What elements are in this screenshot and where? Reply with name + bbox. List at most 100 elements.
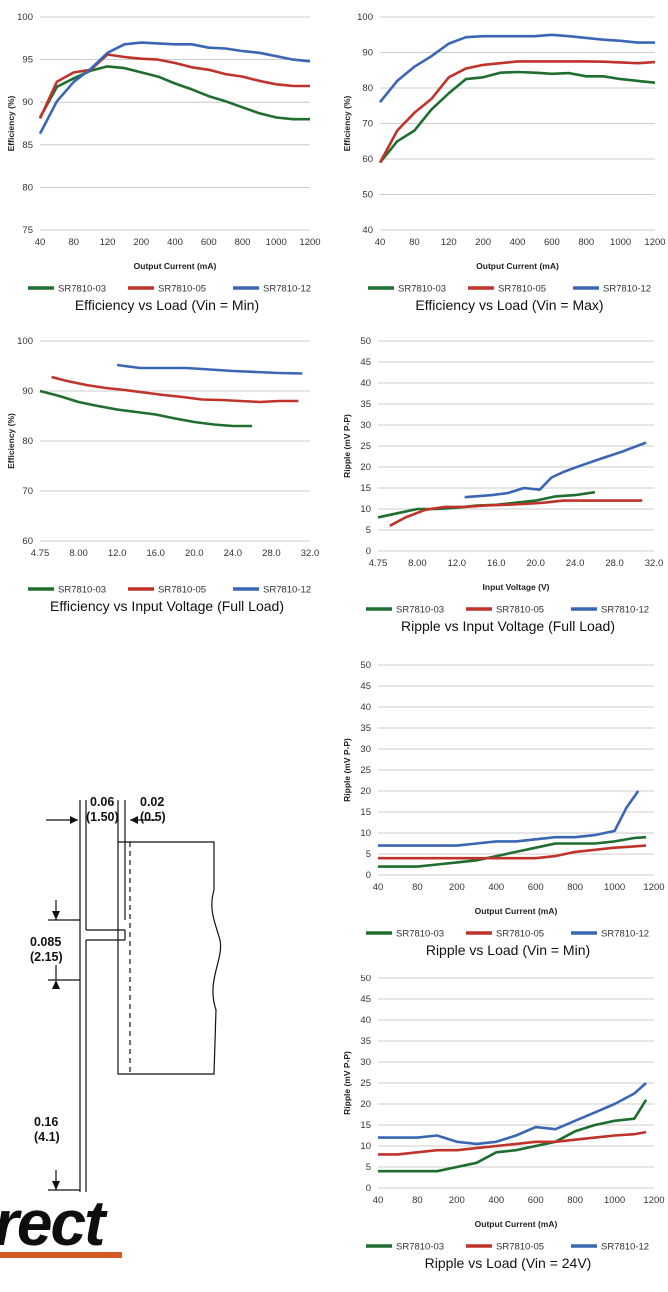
series-line-sr7810-12	[378, 1082, 647, 1146]
y-tick-label: 90	[22, 386, 33, 397]
y-tick-label: 45	[360, 357, 371, 368]
y-tick-label: 20	[360, 1099, 371, 1110]
chart-title: Ripple vs Load (Vin = 24V)	[425, 1255, 592, 1271]
y-tick-label: 10	[360, 504, 371, 515]
x-tick-label: 12.0	[108, 548, 127, 559]
x-tick-label: 1200	[644, 237, 665, 248]
x-axis-label: Output Current (mA)	[134, 261, 217, 271]
x-tick-label: 80	[409, 237, 420, 248]
x-tick-label: 800	[578, 237, 594, 248]
x-tick-label: 400	[510, 237, 526, 248]
series-line-sr7810-12	[116, 363, 303, 375]
legend-label: SR7810-12	[601, 929, 649, 940]
dim-top-left-mm: (1.50)	[86, 810, 119, 824]
legend-label: SR7810-05	[496, 605, 544, 616]
y-tick-label: 90	[362, 48, 373, 59]
x-tick-label: 200	[449, 882, 465, 893]
x-tick-label: 20.0	[185, 548, 204, 559]
y-axis-label: Efficiency (%)	[6, 95, 16, 151]
y-tick-label: 35	[360, 723, 371, 734]
y-tick-label: 75	[22, 225, 33, 236]
legend-label: SR7810-12	[603, 284, 651, 295]
legend-label: SR7810-12	[601, 605, 649, 616]
legend-label: SR7810-05	[496, 929, 544, 940]
x-tick-label: 120	[100, 237, 116, 248]
x-tick-label: 400	[167, 237, 183, 248]
y-tick-label: 5	[366, 1162, 371, 1173]
y-tick-label: 35	[360, 1036, 371, 1047]
legend-label: SR7810-05	[496, 1242, 544, 1253]
y-tick-label: 80	[362, 83, 373, 94]
y-tick-label: 45	[360, 681, 371, 692]
y-tick-label: 10	[360, 1141, 371, 1152]
y-tick-label: 20	[360, 462, 371, 473]
y-tick-label: 5	[366, 849, 371, 860]
efficiency-vs-load-min-chart: 75 80 85 90 95 100 40 80 120 200 400 600 800 1000 1200…	[6, 12, 321, 313]
x-tick-label: 12.0	[448, 558, 467, 569]
y-tick-label: 25	[360, 1078, 371, 1089]
x-tick-label: 400	[488, 882, 504, 893]
series-line-sr7810-05	[378, 60, 656, 164]
y-tick-label: 30	[360, 1057, 371, 1068]
legend-label: SR7810-03	[396, 1242, 444, 1253]
x-tick-label: 32.0	[301, 548, 320, 559]
y-tick-label: 95	[22, 55, 33, 66]
x-tick-label: 600	[544, 237, 560, 248]
chart-title: Efficiency vs Load (Vin = Max)	[415, 297, 603, 313]
y-tick-label: 50	[360, 975, 371, 984]
x-tick-label: 1000	[266, 237, 287, 248]
x-tick-label: 40	[373, 1195, 384, 1206]
x-axis-label: Output Current (mA)	[476, 261, 559, 271]
dim-mid-mm: (2.15)	[30, 950, 63, 964]
x-tick-label: 1000	[604, 882, 625, 893]
y-tick-label: 25	[360, 765, 371, 776]
series-line-sr7810-12	[378, 790, 640, 847]
x-tick-label: 8.00	[69, 548, 88, 559]
x-tick-label: 80	[412, 882, 423, 893]
y-tick-label: 30	[360, 420, 371, 431]
x-tick-label: 8.00	[408, 558, 427, 569]
y-tick-label: 40	[360, 702, 371, 713]
efficiency-vs-input-voltage-chart: 60 70 80 90 100 4.75 8.00 12.0 16.0 20.0 24.0 28.0 3…	[6, 336, 320, 614]
x-tick-label: 800	[567, 1195, 583, 1206]
logo-text: rect	[0, 1196, 105, 1259]
y-axis-label: Ripple (mV P-P)	[342, 1051, 352, 1115]
y-tick-label: 30	[360, 744, 371, 755]
y-tick-label: 80	[22, 436, 33, 447]
y-tick-label: 10	[360, 828, 371, 839]
x-tick-label: 1200	[643, 1195, 664, 1206]
y-tick-label: 70	[362, 119, 373, 130]
legend-label: SR7810-05	[498, 284, 546, 295]
series-line-sr7810-05	[389, 499, 643, 527]
y-tick-label: 100	[357, 12, 373, 23]
legend-label: SR7810-12	[263, 284, 311, 295]
x-tick-label: 1200	[299, 237, 320, 248]
ripple-vs-load-min-chart: 0 5 10 15 20 25 30 35 40 45 50 40 80 200 400 600 800 1000…	[342, 660, 665, 958]
legend-label: SR7810-05	[158, 585, 206, 596]
x-tick-label: 80	[68, 237, 79, 248]
x-tick-label: 80	[412, 1195, 423, 1206]
x-axis-label: Output Current (mA)	[475, 1219, 558, 1229]
x-axis-label: Output Current (mA)	[475, 906, 558, 916]
legend-label: SR7810-03	[58, 585, 106, 596]
legend-label: SR7810-03	[396, 605, 444, 616]
x-tick-label: 200	[449, 1195, 465, 1206]
y-tick-label: 90	[22, 97, 33, 108]
y-tick-label: 35	[360, 399, 371, 410]
legend-label: SR7810-03	[396, 929, 444, 940]
dim-top-right-mm: (0.5)	[140, 810, 166, 824]
x-tick-label: 1200	[643, 882, 664, 893]
series-line-sr7810-03	[39, 389, 253, 428]
chart-title: Ripple vs Load (Vin = Min)	[426, 942, 590, 958]
x-tick-label: 40	[373, 882, 384, 893]
series-line-sr7810-05	[51, 375, 299, 404]
y-tick-label: 15	[360, 807, 371, 818]
y-tick-label: 85	[22, 140, 33, 151]
x-tick-label: 40	[35, 237, 46, 248]
series-line-sr7810-03	[378, 70, 656, 164]
x-tick-label: 16.0	[487, 558, 506, 569]
brand-logo: rect	[0, 1196, 122, 1292]
y-tick-label: 60	[362, 154, 373, 165]
dim-bottom-mm: (4.1)	[34, 1130, 60, 1144]
x-tick-label: 20.0	[526, 558, 545, 569]
